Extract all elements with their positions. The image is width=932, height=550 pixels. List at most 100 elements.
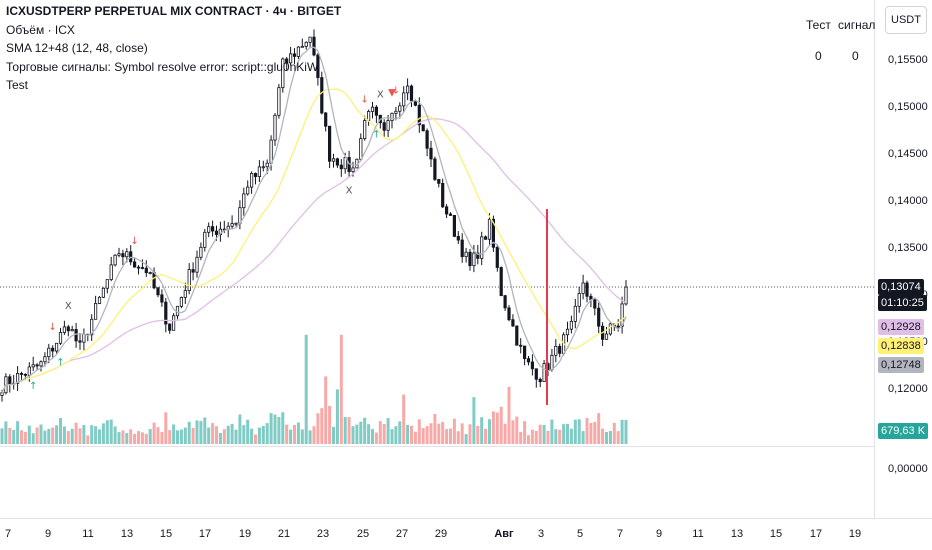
volume-bar <box>187 421 191 444</box>
price-axis[interactable]: 0,155000,150000,145000,140000,135000,130… <box>888 54 928 475</box>
symbol-title[interactable]: ICXUSDTPERP PERPETUAL MIX CONTRACT · 4ч … <box>6 4 342 18</box>
volume-bar <box>620 419 624 444</box>
price-tick-label: 0,15000 <box>888 101 928 113</box>
sma-fast-line <box>1 88 627 393</box>
candle <box>109 256 113 282</box>
volume-bar <box>523 421 527 444</box>
candle <box>82 328 86 351</box>
candle <box>339 159 343 177</box>
candle <box>253 172 258 185</box>
candle <box>503 294 507 311</box>
candle <box>402 86 406 112</box>
candle <box>370 101 375 119</box>
volume-bar <box>515 416 519 444</box>
signals-legend[interactable]: Торговые сигналы: Symbol resolve error: … <box>6 59 319 74</box>
volume-bars <box>0 334 628 444</box>
volume-bar <box>449 428 452 444</box>
candle <box>35 363 39 370</box>
candle <box>573 298 577 329</box>
volume-bar <box>23 431 27 444</box>
candle <box>499 266 503 297</box>
candle <box>210 220 215 237</box>
volume-bar <box>332 426 335 444</box>
candle <box>195 250 199 278</box>
volume-bar <box>148 429 152 444</box>
volume-bar <box>538 424 542 444</box>
volume-bar <box>55 425 59 444</box>
time-tick-label: 7 <box>617 528 623 540</box>
candle <box>199 242 203 261</box>
volume-bar <box>460 423 464 444</box>
volume-bar <box>605 432 608 444</box>
volume-bar <box>277 416 281 444</box>
candle <box>187 263 191 295</box>
test-legend[interactable]: Test <box>6 78 29 92</box>
volume-bar <box>558 429 562 444</box>
volume-bar <box>199 421 203 444</box>
signal-marker-cross: X <box>346 186 353 197</box>
price-tick-label: 0,13500 <box>888 242 928 254</box>
volume-bar <box>4 421 8 444</box>
volume-bar <box>246 419 250 444</box>
candle <box>308 36 312 49</box>
time-tick-label: 7 <box>5 528 11 540</box>
price-tick-label: 0,12000 <box>888 383 928 395</box>
candle <box>39 360 43 372</box>
signal-marker-buy: ↑ <box>56 357 64 368</box>
candle <box>593 298 597 316</box>
candle <box>585 280 589 303</box>
time-tick-label: 5 <box>577 528 583 540</box>
candle <box>132 258 137 268</box>
volume-bar <box>468 424 472 444</box>
currency-button[interactable]: USDT <box>885 6 927 34</box>
candle <box>203 228 207 252</box>
candle <box>136 265 141 275</box>
volume-bar <box>86 435 90 444</box>
time-tick-label: 29 <box>435 528 447 540</box>
volume-bar <box>452 418 456 444</box>
volume-bar <box>413 431 417 444</box>
volume-bar <box>98 429 101 444</box>
volume-bar <box>382 424 386 444</box>
candle <box>405 78 410 101</box>
candle <box>429 140 433 168</box>
volume-bar <box>359 421 363 444</box>
volume-bar <box>585 417 589 444</box>
time-tick-label: 17 <box>199 528 211 540</box>
volume-bar <box>16 421 20 444</box>
candle <box>421 124 425 132</box>
candle <box>43 352 47 367</box>
candle <box>495 243 499 272</box>
volume-bar <box>117 432 121 444</box>
candle <box>511 314 515 327</box>
candle <box>441 178 445 209</box>
candle <box>335 157 340 168</box>
candle <box>246 180 250 196</box>
candle <box>604 326 609 340</box>
candle <box>480 231 484 266</box>
candle <box>90 314 94 341</box>
volume-bar <box>257 427 261 444</box>
candle <box>460 233 464 263</box>
candle <box>374 105 379 123</box>
volume-bar <box>203 417 207 444</box>
time-axis[interactable]: 7 9 11 13 15 17 19 21 23 25 27 29 Авг 3 5 7 9 11 13 15 17 19 <box>5 528 861 540</box>
volume-bar <box>347 417 351 444</box>
volume-bar <box>293 424 296 444</box>
volume-tag: 679,63 K <box>878 423 929 439</box>
volume-bar <box>113 426 117 444</box>
candle <box>577 286 581 313</box>
volume-bar <box>164 412 168 444</box>
candle <box>15 366 20 392</box>
volume-bar <box>320 408 324 444</box>
sma-legend[interactable]: SMA 12+48 (12, 48, close) <box>6 41 148 55</box>
volume-legend[interactable]: Объём · ICX <box>6 22 75 37</box>
candle <box>156 287 160 298</box>
candle <box>437 178 441 188</box>
candle <box>312 29 316 57</box>
volume-bar <box>207 427 211 444</box>
volume-bar <box>47 429 51 444</box>
candle <box>565 321 570 343</box>
candle <box>523 345 527 366</box>
